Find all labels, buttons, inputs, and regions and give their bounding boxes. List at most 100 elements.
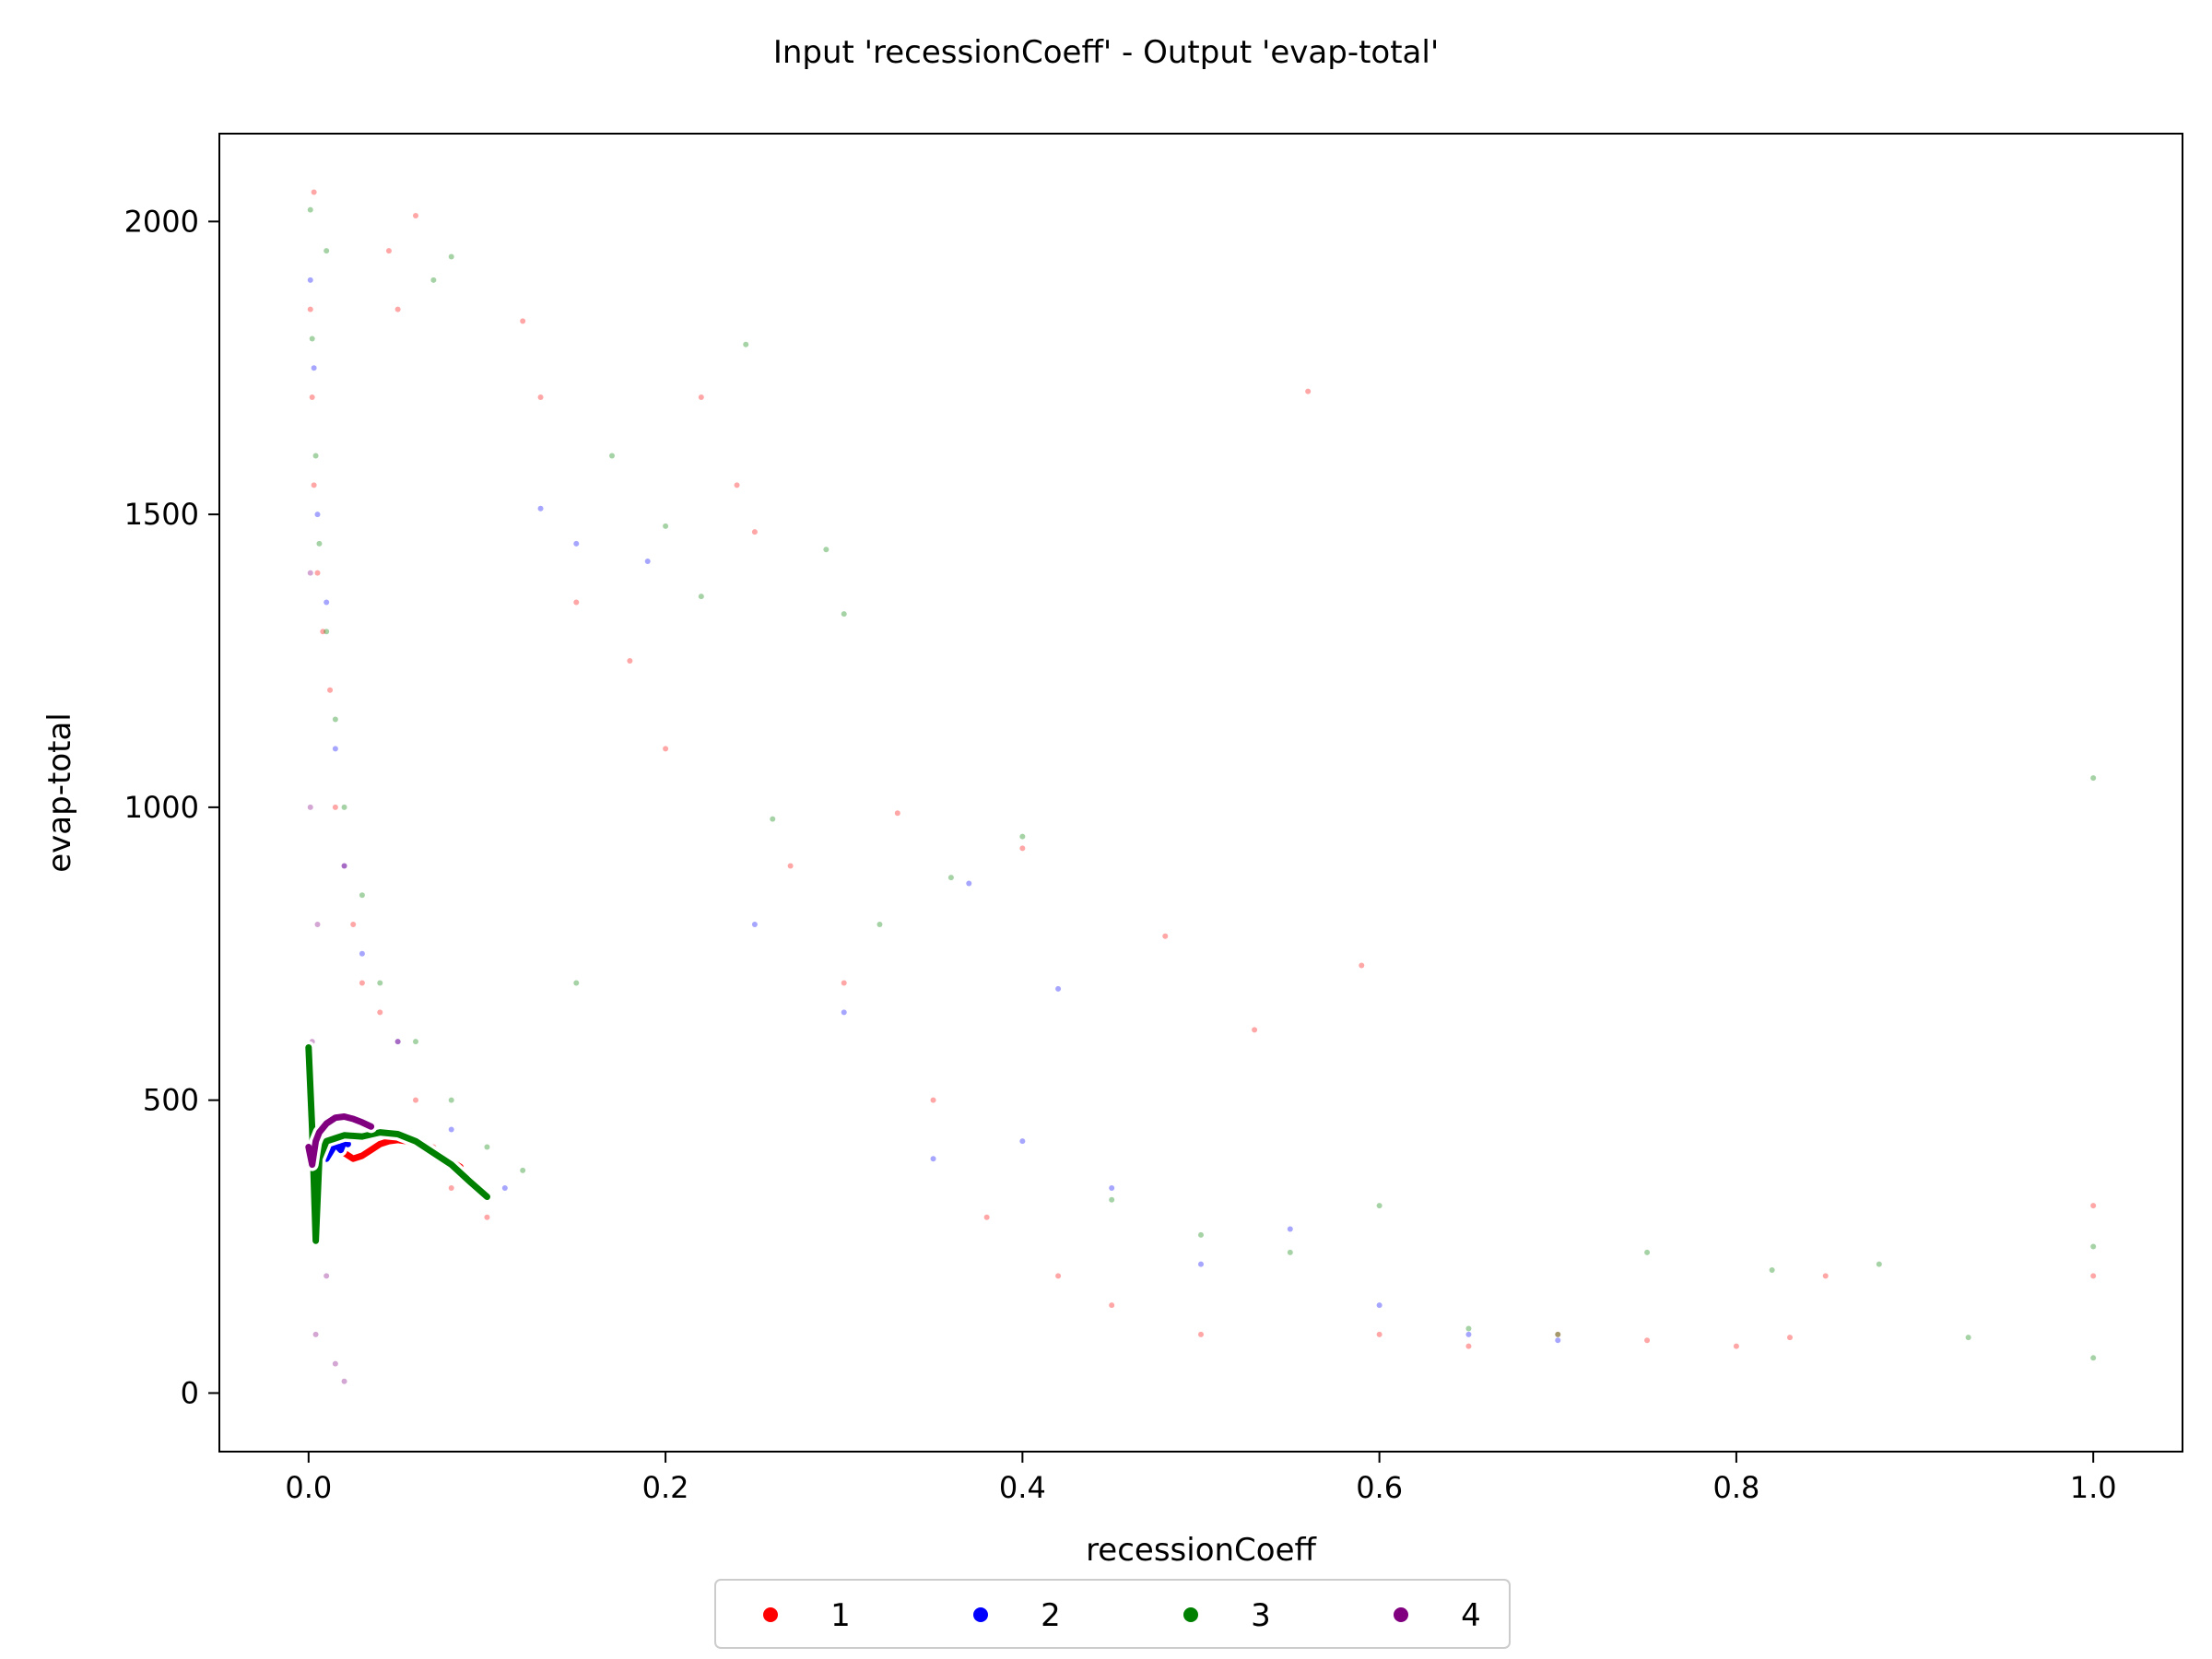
y-axis: 0 500 1000 1500 2000 [124, 204, 219, 1410]
scatter-point [332, 716, 338, 723]
legend: 1 2 3 4 [714, 1579, 1511, 1649]
legend-label: 2 [1041, 1597, 1061, 1634]
x-axis-label: recessionCoeff [1086, 1532, 1317, 1569]
scatter-point [307, 570, 313, 576]
scatter-point [894, 810, 900, 817]
scatter-point [359, 892, 365, 899]
scatter-point [1359, 962, 1365, 969]
series-3-trend-line [305, 1044, 490, 1244]
series-1-points [307, 189, 2097, 1349]
scatter-point [1965, 1335, 1971, 1341]
series-3-points [307, 206, 2097, 1361]
scatter-point [1198, 1231, 1204, 1238]
scatter-point [332, 804, 338, 810]
scatter-point [430, 276, 437, 283]
scatter-point [484, 1144, 490, 1150]
scatter-point [314, 922, 321, 927]
scatter-point [484, 1214, 490, 1220]
series-4-points [307, 570, 347, 1384]
scatter-point [377, 980, 383, 986]
scatter-point [1555, 1331, 1561, 1337]
scatter-point [751, 529, 758, 535]
scatter-point [332, 1360, 338, 1367]
y-tick-label: 500 [143, 1083, 199, 1118]
scatter-point [385, 248, 392, 254]
scatter-point [1109, 1302, 1115, 1309]
scatter-point [314, 512, 321, 518]
scatter-point [573, 980, 580, 986]
scatter-point [1055, 985, 1062, 992]
scatter-point [520, 1167, 526, 1173]
scatter-point [1198, 1261, 1204, 1267]
scatter-point [698, 594, 704, 600]
legend-marker [973, 1607, 988, 1622]
trend-lines [301, 1041, 494, 1248]
scatter-point [307, 306, 313, 312]
scatter-point [309, 335, 315, 342]
scatter-point [377, 1009, 383, 1016]
scatter-point [1644, 1337, 1651, 1344]
legend-item-4: 4 [1394, 1597, 1481, 1634]
series-2-points [307, 276, 1561, 1344]
scatter-point [413, 212, 418, 218]
scatter-point [307, 276, 313, 283]
scatter-point [1019, 833, 1026, 840]
scatter-point [1162, 933, 1169, 939]
scatter-point [1876, 1261, 1882, 1267]
scatter-point [413, 1097, 418, 1103]
legend-marker [1183, 1607, 1198, 1622]
scatter-point [1252, 1027, 1258, 1033]
scatter-point [1109, 1185, 1115, 1191]
series-4-trend-line [305, 1113, 375, 1169]
scatter-point [316, 540, 323, 547]
scatter-point [841, 1009, 847, 1016]
scatter-point [341, 863, 347, 869]
scatter-point [743, 341, 749, 347]
scatter-point [823, 547, 830, 553]
scatter-point [413, 1039, 418, 1045]
scatter-point [663, 746, 669, 752]
scatter-point [307, 804, 313, 810]
scatter-point [320, 629, 326, 635]
scatter-point [394, 1039, 401, 1045]
y-tick-label: 2000 [124, 204, 199, 239]
scatter-point [573, 599, 580, 606]
scatter-point [324, 248, 330, 254]
y-tick-label: 1500 [124, 497, 199, 532]
legend-marker [763, 1607, 778, 1622]
x-tick-label: 0.0 [285, 1470, 332, 1505]
scatter-point [1644, 1249, 1651, 1255]
scatter-point [983, 1214, 990, 1220]
legend-label: 1 [830, 1597, 851, 1634]
scatter-point [1055, 1273, 1062, 1279]
scatter-point [2090, 1355, 2097, 1361]
scatter-point [501, 1185, 508, 1191]
scatter-point [314, 570, 321, 576]
scatter-point [311, 482, 317, 488]
scatter-point [324, 629, 330, 635]
scatter-point [1019, 845, 1026, 852]
x-axis: 0.0 0.2 0.4 0.6 0.8 1.0 [285, 1452, 2117, 1505]
scatter-point [1822, 1273, 1829, 1279]
scatter-point [1555, 1331, 1561, 1337]
scatter-point [341, 804, 347, 810]
scatter-point [2090, 1243, 2097, 1250]
scatter-point [877, 922, 883, 927]
scatter-point [394, 306, 401, 312]
scatter-point [448, 1097, 454, 1103]
legend-marker [1394, 1607, 1408, 1622]
scatter-point [307, 206, 313, 213]
scatter-point [1555, 1337, 1561, 1344]
scatter-point [841, 980, 847, 986]
legend-item-3: 3 [1183, 1597, 1271, 1634]
scatter-point [350, 922, 357, 927]
y-axis-label: evap-total [41, 712, 78, 872]
scatter-point [332, 746, 338, 752]
scatter-point [947, 875, 954, 881]
chart-title: Input 'recessionCoeff' - Output 'evap-to… [773, 34, 1439, 71]
scatter-point [627, 658, 633, 664]
x-tick-label: 0.2 [642, 1470, 689, 1505]
scatter-point [2090, 775, 2097, 782]
scatter-point [644, 558, 651, 564]
scatter-point [663, 523, 669, 529]
